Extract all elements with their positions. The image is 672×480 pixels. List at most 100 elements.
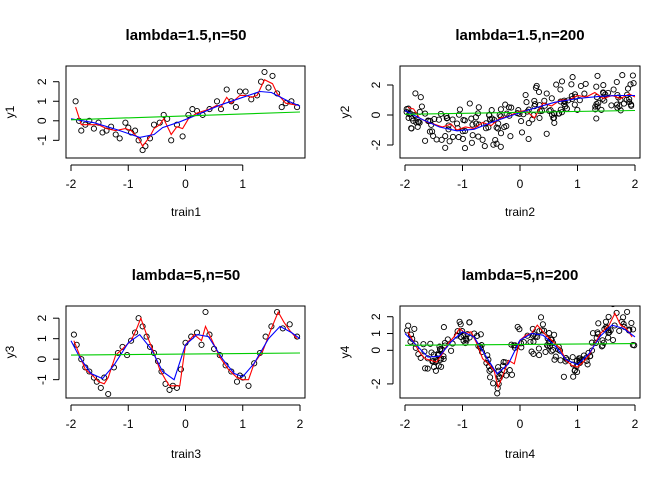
data-point bbox=[548, 95, 555, 102]
data-point bbox=[139, 147, 146, 154]
data-point bbox=[185, 111, 192, 118]
data-point bbox=[539, 321, 546, 328]
data-point bbox=[179, 133, 186, 140]
data-point bbox=[453, 120, 461, 127]
data-point bbox=[523, 99, 530, 106]
y-tick-label: -1 bbox=[35, 374, 49, 385]
data-point bbox=[449, 116, 456, 123]
y-tick-label: 1 bbox=[35, 98, 49, 105]
data-point bbox=[508, 104, 515, 111]
data-point bbox=[570, 373, 577, 380]
data-point bbox=[228, 368, 235, 375]
data-point bbox=[78, 356, 85, 363]
data-point bbox=[573, 357, 581, 364]
y-axis-label: y3 bbox=[3, 345, 17, 358]
data-point bbox=[538, 107, 545, 114]
data-point bbox=[416, 119, 423, 126]
fit-lines bbox=[404, 91, 636, 132]
data-point bbox=[599, 337, 606, 344]
data-point bbox=[150, 121, 158, 128]
data-point bbox=[422, 365, 429, 372]
data-point bbox=[440, 324, 447, 331]
x-tick-label: -2 bbox=[400, 177, 411, 191]
data-point bbox=[482, 125, 490, 132]
plot-frame bbox=[399, 65, 641, 159]
x-tick-label: -1 bbox=[457, 417, 468, 431]
data-point bbox=[593, 115, 600, 122]
data-point bbox=[202, 308, 209, 316]
y-tick-label: 0 bbox=[35, 356, 49, 363]
data-point bbox=[542, 348, 549, 356]
data-point bbox=[223, 86, 230, 93]
data-point bbox=[105, 390, 112, 398]
data-point bbox=[541, 97, 548, 104]
data-point bbox=[404, 327, 411, 334]
data-point bbox=[475, 104, 482, 111]
data-point bbox=[90, 125, 97, 132]
data-point bbox=[628, 319, 635, 327]
data-point bbox=[593, 100, 600, 108]
data-point bbox=[265, 84, 272, 91]
data-point bbox=[602, 318, 609, 325]
data-point bbox=[581, 90, 588, 97]
data-point bbox=[466, 319, 473, 326]
data-point bbox=[497, 106, 504, 113]
plot-frame bbox=[399, 305, 641, 399]
data-point bbox=[433, 136, 440, 143]
data-point bbox=[518, 129, 526, 136]
panel-3: lambda=5,n=50 train3 y3 -2 -1 0 1 2 -1 0 1 2 bbox=[3, 267, 306, 461]
data-point bbox=[583, 354, 590, 361]
series-line-3 bbox=[70, 111, 301, 121]
data-point bbox=[198, 341, 205, 348]
data-point bbox=[86, 368, 93, 375]
x-tick-label: 0 bbox=[182, 177, 189, 191]
data-point bbox=[114, 349, 121, 357]
data-point bbox=[488, 107, 495, 114]
data-point bbox=[594, 72, 601, 79]
data-point bbox=[623, 96, 630, 103]
data-point bbox=[279, 325, 286, 332]
data-point bbox=[233, 378, 241, 385]
data-point bbox=[536, 114, 543, 122]
data-point bbox=[500, 359, 507, 366]
data-point bbox=[608, 102, 615, 109]
data-point bbox=[535, 345, 542, 352]
data-point bbox=[460, 337, 467, 344]
data-point bbox=[128, 337, 135, 344]
fit-lines bbox=[404, 312, 636, 390]
x-tick-label: 0 bbox=[517, 177, 524, 191]
data-point bbox=[560, 373, 567, 380]
y-axis: -2 0 2 bbox=[369, 81, 394, 150]
x-tick-label: 1 bbox=[574, 417, 581, 431]
data-point bbox=[551, 356, 558, 363]
data-point bbox=[448, 347, 455, 354]
y-axis: -1 0 1 2 bbox=[35, 78, 60, 146]
series-line-3 bbox=[404, 109, 636, 115]
x-tick-label: 1 bbox=[239, 417, 246, 431]
data-point bbox=[466, 100, 473, 107]
data-point bbox=[168, 137, 175, 144]
data-point bbox=[497, 143, 504, 150]
data-point bbox=[494, 390, 501, 397]
data-point bbox=[429, 128, 436, 135]
data-point bbox=[481, 143, 488, 150]
x-axis-label: train3 bbox=[171, 447, 201, 461]
data-point bbox=[444, 336, 451, 343]
data-point bbox=[532, 101, 539, 108]
data-point bbox=[630, 80, 637, 87]
data-point bbox=[535, 88, 543, 96]
data-point bbox=[603, 323, 610, 330]
data-point bbox=[435, 116, 442, 123]
data-point bbox=[598, 106, 605, 113]
x-tick-label: 2 bbox=[632, 177, 639, 191]
data-point bbox=[609, 336, 617, 344]
data-point bbox=[551, 331, 558, 338]
data-point bbox=[533, 82, 540, 89]
data-point bbox=[97, 384, 104, 391]
y-tick-label: 0 bbox=[369, 347, 383, 354]
data-point bbox=[531, 97, 538, 104]
data-point bbox=[440, 355, 447, 363]
data-point bbox=[479, 136, 486, 143]
data-point bbox=[278, 104, 285, 111]
data-point bbox=[418, 103, 425, 110]
